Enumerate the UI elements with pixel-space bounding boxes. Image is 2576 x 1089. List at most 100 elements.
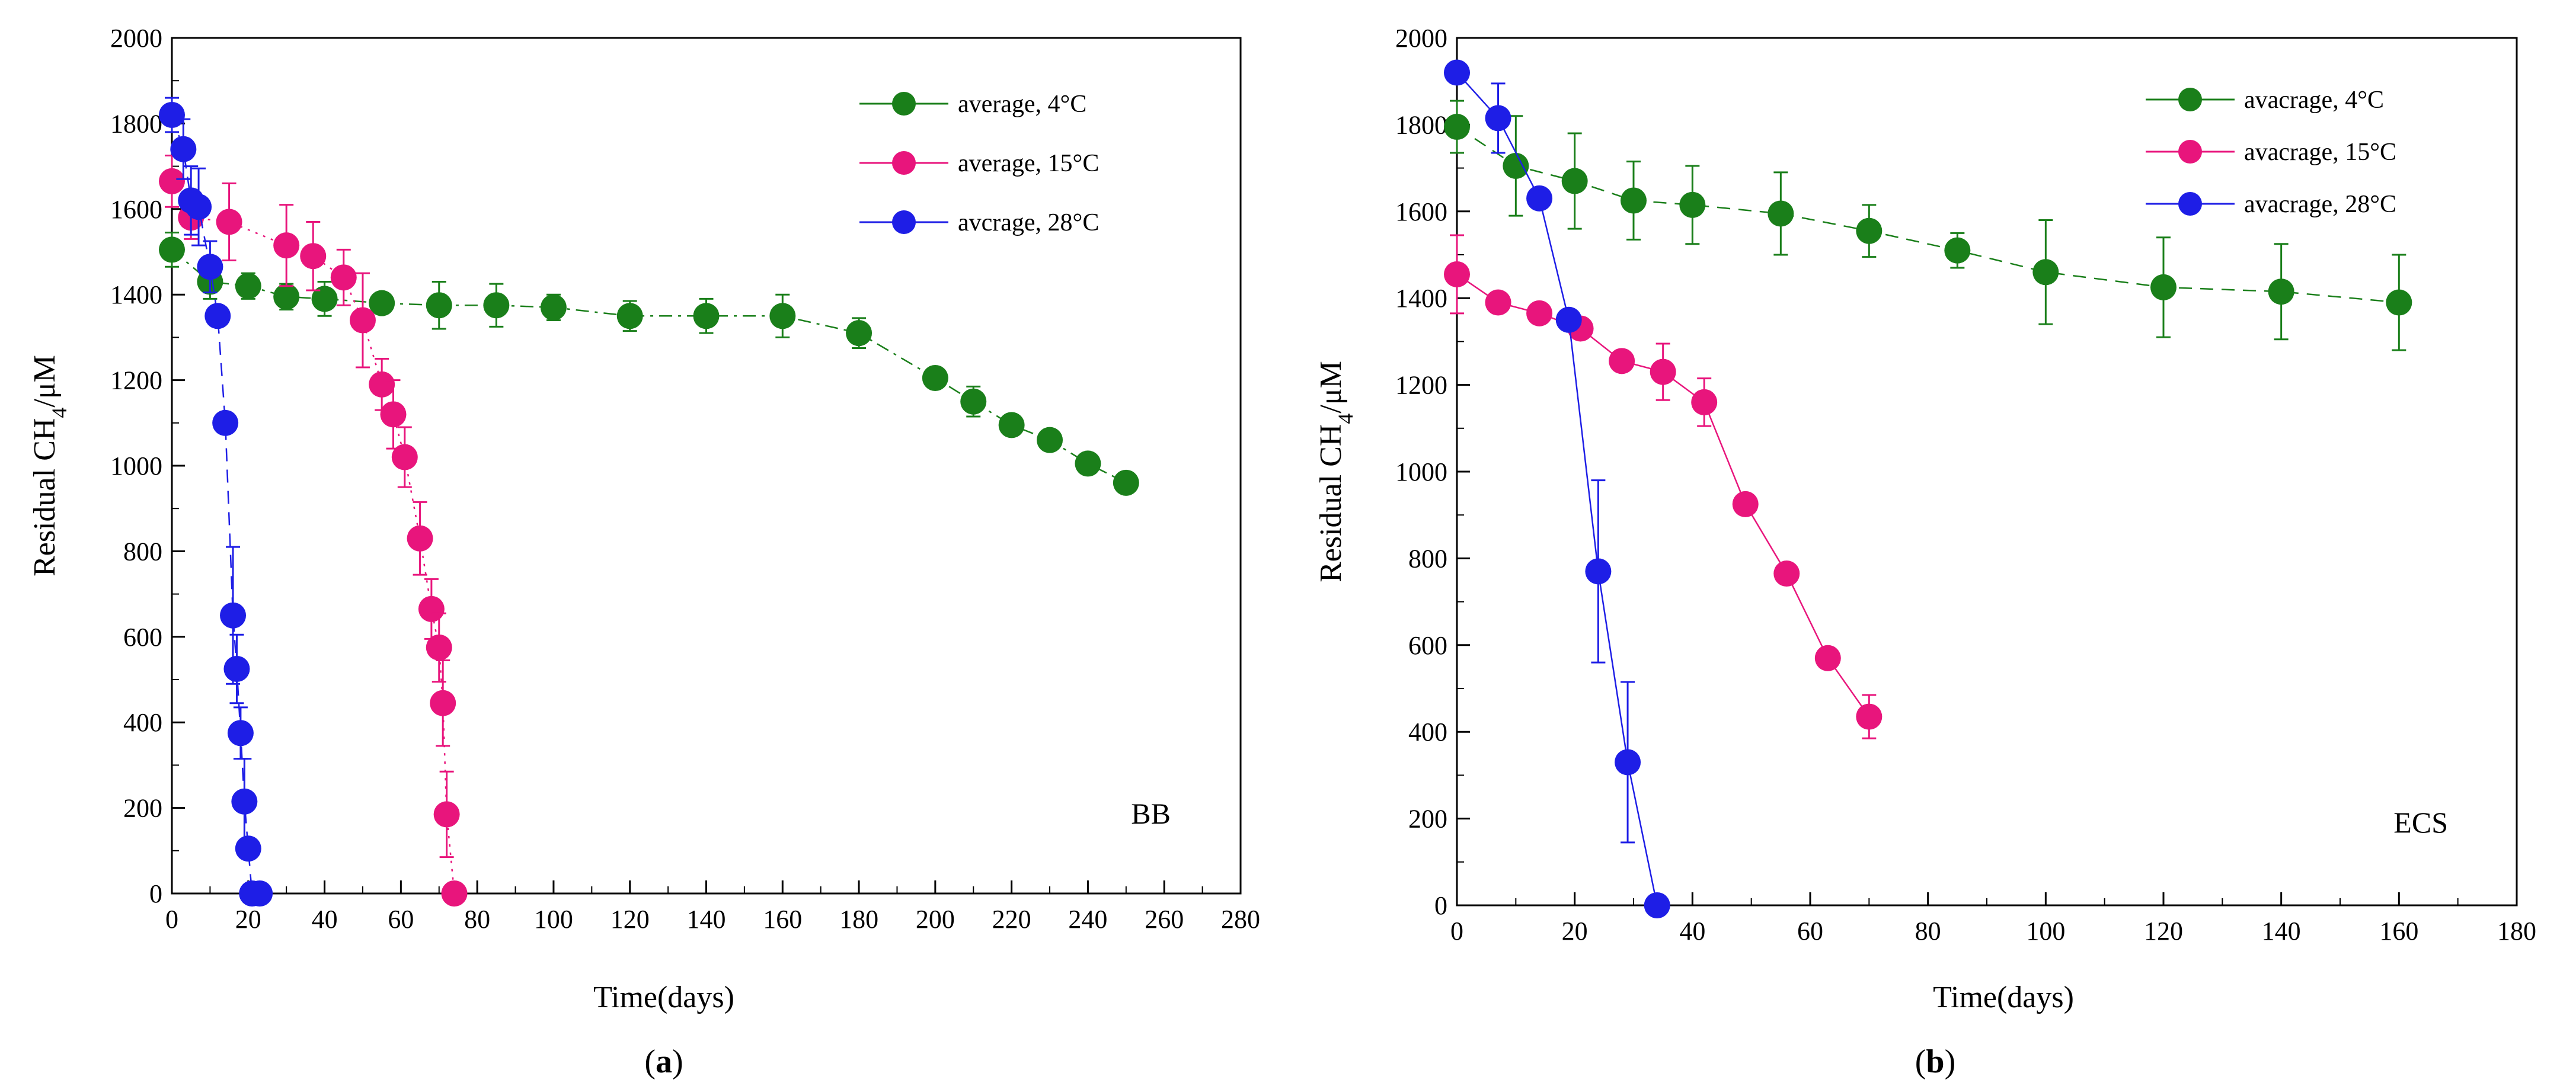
- data-point: [1650, 358, 1676, 385]
- y-tick-label-a: 400: [123, 708, 162, 737]
- data-point: [998, 412, 1025, 438]
- legend-marker: [892, 210, 916, 234]
- x-tick-label-a: 60: [388, 905, 414, 934]
- legend-label: average, 15°C: [958, 150, 1099, 177]
- y-tick-label-b: 800: [1408, 544, 1447, 573]
- data-point: [1485, 289, 1511, 316]
- data-point: [1503, 152, 1529, 179]
- data-point: [220, 602, 247, 629]
- data-point: [1856, 703, 1883, 730]
- corner-label-bb: BB: [1131, 797, 1171, 830]
- x-tick-label-a: 20: [235, 905, 261, 934]
- x-axis-title-b: Time(days): [1933, 981, 2074, 1014]
- data-point: [1615, 749, 1641, 776]
- y-axis-title-a: Residual CH4/μM: [28, 355, 71, 576]
- data-point: [1585, 558, 1612, 585]
- y-tick-label-b: 1600: [1395, 197, 1447, 226]
- x-tick-label-b: 0: [1450, 917, 1463, 946]
- data-point: [1621, 187, 1647, 214]
- x-tick-label-b: 120: [2144, 917, 2183, 946]
- data-point: [1856, 217, 1883, 244]
- legend-a: average, 4°C average, 15°C avcrage, 28°C: [859, 91, 1099, 236]
- data-point: [227, 720, 254, 747]
- x-tick-label-b: 20: [1562, 917, 1588, 946]
- data-point: [349, 307, 376, 334]
- data-point: [186, 194, 212, 220]
- data-point: [391, 444, 418, 470]
- y-tick-label-a: 0: [149, 879, 162, 908]
- axes-b: 0 20 40 60 80 100 120 140 160 1800200400600800100…: [1395, 24, 2536, 946]
- x-tick-label-a: 160: [763, 905, 802, 934]
- data-point: [426, 634, 452, 661]
- data-point: [330, 264, 357, 291]
- data-point: [311, 286, 338, 312]
- panel-label-b: (b): [1915, 1043, 1955, 1080]
- data-point: [1444, 114, 1470, 140]
- data-point: [1075, 450, 1101, 477]
- data-point: [616, 303, 643, 329]
- data-point: [960, 388, 987, 415]
- data-point: [407, 525, 433, 552]
- data-point: [231, 788, 258, 815]
- data-point: [223, 655, 250, 682]
- legend-marker: [892, 92, 916, 116]
- legend-marker: [892, 151, 916, 175]
- x-tick-label-a: 80: [464, 905, 490, 934]
- legend-label: avacrage, 15°C: [2244, 139, 2396, 166]
- legend-marker: [2178, 88, 2202, 111]
- x-axis-title-a: Time(days): [593, 981, 734, 1014]
- series-group-a: [159, 97, 1139, 907]
- data-point: [369, 290, 395, 316]
- x-tick-label-b: 40: [1679, 917, 1705, 946]
- data-point: [1773, 560, 1800, 587]
- x-tick-label-b: 80: [1915, 917, 1941, 946]
- data-point: [433, 801, 460, 828]
- data-point: [216, 209, 242, 235]
- y-tick-label-a: 2000: [110, 24, 162, 53]
- data-point: [1526, 300, 1553, 326]
- y-axis-title-b: Residual CH4/μM: [1314, 361, 1357, 582]
- y-tick-label-a: 1600: [110, 195, 162, 224]
- data-point: [2150, 274, 2177, 300]
- data-point: [418, 595, 445, 622]
- y-tick-label-b: 1200: [1395, 371, 1447, 400]
- data-point: [2386, 289, 2412, 316]
- y-tick-label-a: 1200: [110, 366, 162, 395]
- axes-a: 0 20 40 60 80 100 120 140 160 180 200 220 240 260 280 0…: [110, 24, 1260, 934]
- panel-label-a: (a): [644, 1043, 683, 1080]
- legend-label: avcrage, 28°C: [958, 209, 1099, 236]
- legend-label: avacrage, 28°C: [2244, 191, 2396, 218]
- data-point: [1609, 348, 1635, 374]
- data-point: [2268, 278, 2294, 305]
- data-point: [204, 303, 231, 329]
- x-tick-label-a: 260: [1145, 905, 1184, 934]
- data-point: [300, 243, 327, 270]
- data-point: [2032, 259, 2059, 286]
- data-point: [1037, 427, 1063, 453]
- x-tick-label-b: 160: [2379, 917, 2418, 946]
- y-tick-label-b: 1000: [1395, 457, 1447, 486]
- data-point: [159, 168, 185, 194]
- x-tick-label-a: 280: [1221, 905, 1260, 934]
- data-point: [247, 880, 273, 907]
- x-tick-label-b: 140: [2262, 917, 2301, 946]
- data-point: [1644, 892, 1670, 918]
- x-tick-label-a: 180: [839, 905, 878, 934]
- y-tick-label-a: 800: [123, 537, 162, 566]
- y-tick-label-a: 600: [123, 623, 162, 652]
- data-point: [430, 690, 456, 716]
- x-tick-label-b: 180: [2497, 917, 2536, 946]
- chart-panel-b: 0 20 40 60 80 100 120 140 160 1800200400600800100…: [1314, 24, 2536, 1080]
- data-point: [846, 320, 872, 347]
- data-point: [1768, 200, 1794, 227]
- series-line-b-0: [1456, 126, 2399, 303]
- y-tick-label-b: 400: [1408, 718, 1447, 747]
- chart-panel-a: 0 20 40 60 80 100 120 140 160 180 200 220 240 260 280 0…: [28, 24, 1260, 1080]
- data-point: [170, 136, 197, 162]
- y-tick-label-a: 1000: [110, 451, 162, 481]
- x-tick-label-a: 140: [687, 905, 726, 934]
- data-point: [235, 835, 261, 862]
- series-line-b-1: [1456, 273, 1870, 718]
- series-line-a-2: [171, 114, 260, 895]
